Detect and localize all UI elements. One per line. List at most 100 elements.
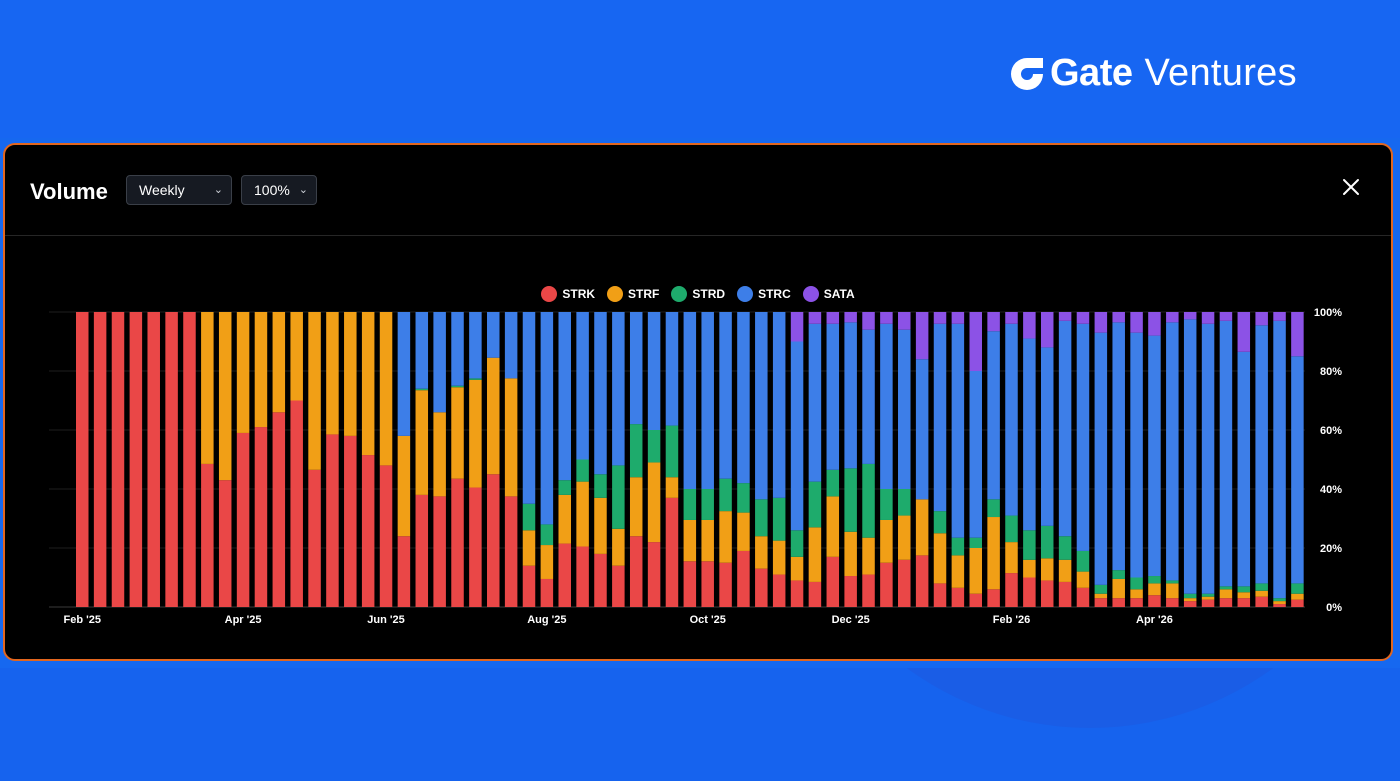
bar-segment-strd <box>1094 584 1108 594</box>
bar-segment-strk <box>111 312 125 607</box>
scale-select[interactable]: 100% ⌄ <box>241 175 317 205</box>
bar-segment-strk <box>790 580 804 607</box>
bar-segment-strd <box>1058 536 1072 560</box>
bar-segment-strk <box>737 550 750 607</box>
bar-segment-strk <box>290 400 303 607</box>
bar-segment-strf <box>701 519 714 562</box>
period-select[interactable]: Weekly ⌄ <box>126 175 232 205</box>
bar-segment-strf <box>308 312 321 470</box>
bar-segment-sata <box>1094 312 1108 333</box>
bar-segment-strc <box>1201 323 1215 594</box>
bar-segment-strd <box>987 499 1000 518</box>
bar-segment-strd <box>683 489 697 520</box>
bar-segment-strc <box>683 312 697 489</box>
bar-segment-strf <box>987 517 1000 590</box>
legend-swatch <box>802 286 819 302</box>
bar-segment-strd <box>790 530 804 557</box>
bar-segment-strk <box>254 427 268 607</box>
bar-segment-strk <box>1166 598 1179 607</box>
brand-logo: Gate Ventures <box>1008 52 1297 95</box>
bar-segment-strd <box>415 388 429 391</box>
panel-title: Volume <box>30 179 108 204</box>
bar-segment-sata <box>862 312 875 330</box>
bar-segment-strf <box>933 533 947 584</box>
bar-segment-strf <box>236 312 250 433</box>
bar-segment-strf <box>1273 601 1286 605</box>
y-tick-label: 20% <box>1320 543 1342 555</box>
panel-header: Volume Weekly ⌄ 100% ⌄ <box>5 145 1391 236</box>
chevron-down-icon: ⌄ <box>213 184 223 196</box>
bar-segment-strf <box>755 536 768 569</box>
bar-segment-strf <box>719 511 732 563</box>
legend-label: STRK <box>562 287 596 301</box>
bar-segment-strk <box>1219 598 1233 607</box>
bar-segment-strc <box>629 312 643 425</box>
bar-segment-strk <box>683 561 697 607</box>
bar-segment-strf <box>361 312 375 456</box>
bar-segment-strf <box>665 477 679 498</box>
bar-segment-strc <box>933 323 947 512</box>
bar-segment-strk <box>1183 601 1197 607</box>
bar-segment-strf <box>683 519 697 562</box>
bar-segment-strc <box>1273 320 1286 599</box>
bar-segment-strc <box>1291 356 1304 584</box>
decorative-circle <box>780 668 1400 728</box>
bar-segment-strf <box>1076 571 1090 588</box>
bar-segment-strd <box>898 489 911 516</box>
bar-segment-sata <box>987 312 1000 332</box>
bar-segment-strc <box>987 331 1000 500</box>
bar-segment-strc <box>1148 335 1161 577</box>
bar-segment-strd <box>862 463 875 538</box>
legend-item-strc[interactable]: STRC <box>737 286 791 302</box>
bar-segment-strc <box>665 312 679 426</box>
bar-segment-sata <box>808 312 822 324</box>
legend-swatch <box>671 286 688 302</box>
bar-segment-strf <box>522 530 536 566</box>
bar-segment-strf <box>1291 593 1304 600</box>
bar-segment-sata <box>1112 312 1125 323</box>
bar-segment-strf <box>504 378 518 497</box>
bar-segment-strd <box>594 474 607 498</box>
bar-segment-strd <box>647 430 661 463</box>
bar-segment-strd <box>772 497 786 541</box>
bar-segment-strk <box>522 565 536 607</box>
bar-segment-strf <box>290 312 303 401</box>
bar-segment-strk <box>1273 604 1286 607</box>
bar-segment-strk <box>719 562 732 607</box>
bar-segment-strc <box>1023 338 1036 531</box>
bar-segment-strc <box>1183 319 1197 594</box>
bar-segment-strk <box>1291 599 1304 607</box>
bar-segment-strf <box>451 387 464 479</box>
bar-segment-strf <box>862 537 875 575</box>
legend-item-strd[interactable]: STRD <box>671 286 725 302</box>
bar-segment-strk <box>969 593 982 607</box>
bar-segment-strd <box>1112 570 1125 579</box>
bar-segment-strc <box>576 312 589 460</box>
bar-segment-strk <box>951 587 965 607</box>
legend-item-strf[interactable]: STRF <box>607 286 659 302</box>
legend-item-sata[interactable]: SATA <box>802 286 855 302</box>
bar-segment-sata <box>1076 312 1090 324</box>
bar-segment-strd <box>969 537 982 548</box>
bar-segment-strc <box>790 341 804 531</box>
bar-segment-strf <box>576 481 589 547</box>
bar-segment-strd <box>933 511 947 534</box>
bar-segment-strd <box>558 480 571 495</box>
bar-segment-strf <box>326 312 339 435</box>
bar-segment-strk <box>415 494 429 607</box>
bar-segment-strd <box>1130 577 1143 590</box>
bar-segment-strd <box>522 503 536 531</box>
x-tick-label: Dec '25 <box>832 614 870 626</box>
legend-swatch <box>737 286 754 302</box>
bar-segment-strd <box>737 483 750 513</box>
bar-segment-strc <box>540 312 554 525</box>
period-select-value: Weekly <box>139 182 185 198</box>
bar-segment-sata <box>951 312 965 324</box>
bar-segment-strk <box>397 536 411 607</box>
legend-item-strk[interactable]: STRK <box>541 286 595 302</box>
bar-segment-sata <box>1130 312 1143 333</box>
close-icon[interactable] <box>1339 175 1363 199</box>
bar-segment-strc <box>915 359 929 500</box>
bar-segment-strf <box>1005 542 1018 574</box>
brand-name-bold: Gate <box>1050 52 1133 94</box>
